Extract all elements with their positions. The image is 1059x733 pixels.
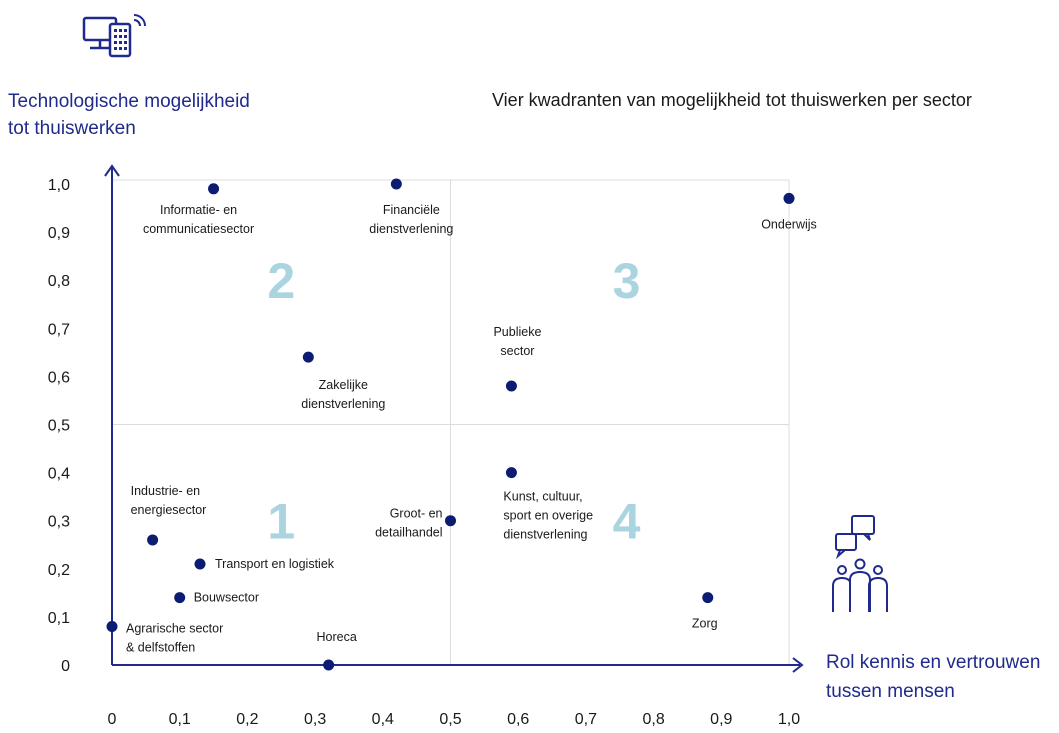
computer-and-phone-icon [82,14,146,58]
data-point [106,621,118,633]
y-tick-label: 0,7 [48,321,70,338]
y-tick-label: 1,0 [48,177,70,194]
point-label: Kunst, cultuur, [503,490,582,504]
data-point [505,467,517,479]
x-axis-label-line: tussen mensen [826,681,955,702]
y-tick-label: 0,9 [48,225,70,242]
data-point [390,178,402,190]
y-tick-label: 0,6 [48,369,70,386]
x-axis-arrow [792,657,804,673]
quadrant-number: 3 [613,253,641,309]
people-chat-icon [832,515,888,612]
quadrant-number: 1 [267,494,295,550]
data-point [147,534,159,546]
y-axis-label-line: Technologische mogelijkheid [8,91,250,112]
x-axis-label: Rol kennis en vertrouwen tussen mensen [826,648,1040,706]
point-label: Financiële [383,203,440,217]
point-label: dienstverlening [369,222,453,236]
point-label: dienstverlening [503,528,587,542]
y-tick-label: 0,4 [48,466,70,483]
quadrant-number: 4 [613,494,641,550]
point-label: Zorg [692,617,718,631]
x-tick-label: 0,6 [507,711,529,728]
quadrant-number: 2 [267,253,295,309]
point-label: Bouwsector [194,591,259,605]
point-label: Industrie- en [131,484,201,498]
y-tick-label: 0,3 [48,514,70,531]
x-tick-label: 0,3 [304,711,326,728]
x-tick-label: 0,9 [710,711,732,728]
x-tick-label: 0,4 [372,711,394,728]
data-point [505,380,517,392]
point-label: & delfstoffen [126,641,195,655]
chart-title: Vier kwadranten van mogelijkheid tot thu… [492,90,972,110]
y-axis-arrow [104,164,120,177]
x-axis-label-line: Rol kennis en vertrouwen [826,652,1041,673]
x-tick-label: 0,7 [575,711,597,728]
x-tick-label: 0 [108,711,117,728]
data-point [702,592,714,604]
y-tick-label: 0,8 [48,273,70,290]
x-tick-label: 0,8 [642,711,664,728]
point-label: Publieke [493,325,541,339]
x-tick-label: 0,2 [236,711,258,728]
y-tick-label: 0,5 [48,418,70,435]
point-label: Informatie- en [160,203,237,217]
point-label: detailhandel [375,526,442,540]
data-point [302,351,314,363]
point-label: sector [500,344,534,358]
data-point [194,558,206,570]
point-label: communicatiesector [143,222,254,236]
point-label: Transport en logistiek [215,557,335,571]
y-tick-label: 0 [61,658,70,675]
data-point [174,592,186,604]
point-label: dienstverlening [301,397,385,411]
x-tick-label: 0,5 [439,711,461,728]
point-label: Agrarische sector [126,622,223,636]
point-label: Groot- en [390,507,443,521]
point-label: energiesector [131,503,207,517]
x-tick-label: 0,1 [169,711,191,728]
data-point [323,659,335,671]
y-tick-label: 0,2 [48,562,70,579]
data-point [208,183,220,195]
y-tick-label: 0,1 [48,610,70,627]
point-label: Horeca [316,630,356,644]
data-point [445,515,456,527]
y-axis-label-line: tot thuiswerken [8,118,136,139]
point-label: Onderwijs [761,217,817,231]
x-tick-label: 1,0 [778,711,800,728]
point-label: Zakelijke [319,378,368,392]
data-point [783,192,795,204]
point-label: sport en overige [503,509,593,523]
y-axis-label: Technologische mogelijkheid tot thuiswer… [8,88,250,142]
